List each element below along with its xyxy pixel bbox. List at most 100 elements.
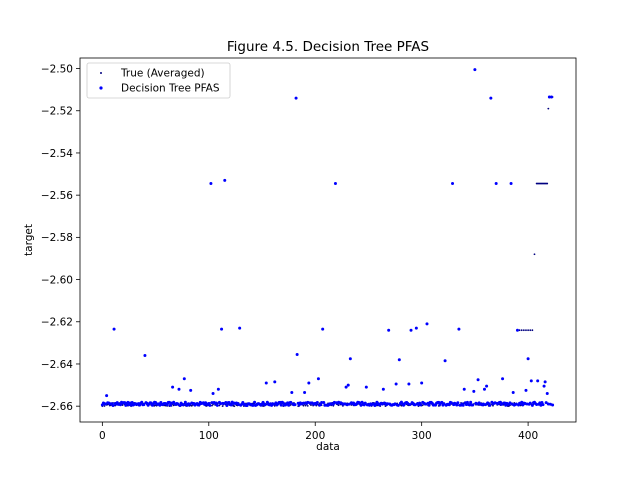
data-point xyxy=(118,403,122,407)
data-point xyxy=(425,322,429,326)
data-point xyxy=(359,403,363,407)
data-point xyxy=(546,182,549,185)
x-tick-label: 300 xyxy=(412,430,432,442)
data-point xyxy=(409,328,413,332)
data-point xyxy=(229,403,233,407)
data-point xyxy=(484,403,488,407)
data-point xyxy=(315,400,319,404)
data-point xyxy=(387,328,391,332)
data-point xyxy=(347,402,351,406)
data-point xyxy=(529,329,532,332)
data-point xyxy=(289,403,292,406)
data-point xyxy=(337,404,340,407)
data-point xyxy=(140,400,144,404)
legend: True (Averaged) Decision Tree PFAS xyxy=(86,62,231,99)
data-point xyxy=(547,107,550,110)
data-point xyxy=(176,402,180,406)
data-point xyxy=(419,403,423,407)
data-point xyxy=(273,380,277,384)
data-point xyxy=(509,182,513,186)
data-point xyxy=(105,394,109,398)
y-tick-label: −2.52 xyxy=(41,106,73,118)
data-point xyxy=(181,403,185,407)
data-point xyxy=(344,385,348,389)
data-point xyxy=(394,382,398,386)
data-point xyxy=(210,401,214,405)
data-point xyxy=(279,403,283,407)
data-point xyxy=(220,327,224,331)
data-point xyxy=(456,401,460,405)
y-tick-label: −2.64 xyxy=(41,359,73,371)
y-tick-label: −2.62 xyxy=(41,317,73,329)
y-tick-label: −2.56 xyxy=(41,190,73,202)
data-point xyxy=(171,385,175,389)
data-point xyxy=(286,401,290,405)
data-point xyxy=(526,357,530,361)
data-point xyxy=(302,404,305,407)
data-point xyxy=(304,404,307,407)
data-point xyxy=(320,401,324,405)
data-point xyxy=(111,403,115,407)
y-tick-label: −2.50 xyxy=(41,63,73,75)
data-point xyxy=(543,380,547,384)
data-point xyxy=(214,401,218,405)
data-point xyxy=(253,400,257,404)
data-point xyxy=(427,403,431,407)
data-point xyxy=(294,96,298,100)
data-point xyxy=(364,385,368,389)
data-point xyxy=(536,379,540,383)
y-tick-label: −2.54 xyxy=(41,148,73,160)
data-point xyxy=(130,400,134,404)
data-point xyxy=(525,329,527,332)
data-point xyxy=(238,326,242,330)
data-point xyxy=(303,390,307,394)
data-point xyxy=(407,382,411,386)
data-point xyxy=(529,379,533,383)
data-point xyxy=(211,392,215,396)
data-point xyxy=(476,378,480,382)
data-point xyxy=(550,95,554,99)
data-point xyxy=(492,404,494,407)
x-tick-label: 100 xyxy=(199,430,219,442)
data-point xyxy=(494,182,498,186)
data-point xyxy=(547,95,551,99)
data-point xyxy=(333,182,337,186)
data-point xyxy=(251,403,255,407)
plot-area xyxy=(100,68,555,408)
x-tick-label: 200 xyxy=(305,430,325,442)
data-point xyxy=(447,403,451,407)
data-point xyxy=(223,178,227,182)
data-point xyxy=(306,404,309,407)
data-point xyxy=(511,390,515,394)
data-point xyxy=(501,377,505,381)
data-point xyxy=(533,253,536,256)
legend-box xyxy=(86,62,231,99)
data-point xyxy=(121,404,124,406)
data-point xyxy=(381,387,385,391)
x-axis-label: data xyxy=(316,441,340,453)
data-point xyxy=(527,329,530,332)
data-point xyxy=(307,381,311,385)
data-point xyxy=(215,403,219,407)
data-point xyxy=(528,401,532,405)
data-point xyxy=(321,327,325,331)
data-point xyxy=(208,403,212,407)
legend-label-true-averaged: True (Averaged) xyxy=(120,68,205,80)
data-point xyxy=(469,400,473,404)
data-point xyxy=(535,402,539,406)
data-point xyxy=(293,403,297,407)
data-point xyxy=(457,327,461,331)
y-axis-label: target xyxy=(23,224,35,256)
legend-label-decision-tree: Decision Tree PFAS xyxy=(121,83,220,95)
y-tick-label: −2.60 xyxy=(41,274,73,286)
data-point xyxy=(541,403,545,407)
data-point xyxy=(449,401,453,405)
data-point xyxy=(468,403,472,407)
data-point xyxy=(515,328,519,332)
data-point xyxy=(472,389,476,393)
data-point xyxy=(488,403,492,407)
data-point xyxy=(103,405,106,407)
y-tick-label: −2.66 xyxy=(41,401,73,413)
data-point xyxy=(551,403,555,407)
data-point xyxy=(143,354,147,358)
